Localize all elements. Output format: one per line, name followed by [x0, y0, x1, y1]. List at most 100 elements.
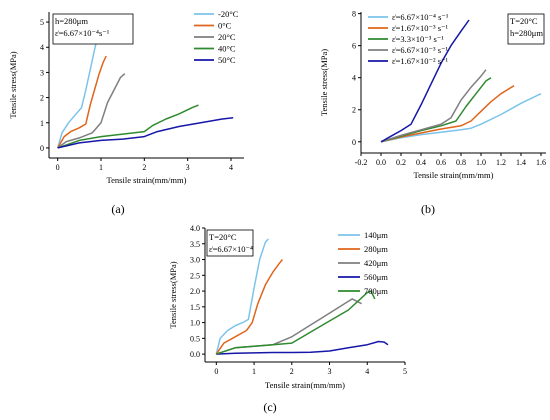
y-tick-label: 1.5: [190, 303, 200, 312]
condition-text: T=20°C: [510, 16, 538, 26]
legend-label: 560μm: [364, 272, 388, 282]
x-tick-label: 4: [229, 163, 233, 172]
series-line: [216, 340, 389, 355]
series-line: [57, 116, 234, 149]
legend-label: 140μm: [364, 230, 388, 240]
y-tick-label: 3: [40, 68, 44, 77]
series-group: [380, 19, 542, 143]
panel-label: (b): [421, 202, 435, 216]
y-tick-label: 2: [40, 94, 44, 103]
y-tick-label: 2.5: [190, 271, 200, 280]
condition-text: T=20°C: [209, 232, 237, 242]
conditions-box: h=280μm ε̇=6.67×10⁻⁴s⁻¹: [52, 13, 134, 45]
series-line: [57, 104, 199, 149]
y-tick-label: 8: [352, 10, 356, 19]
legend-label: 0°C: [218, 21, 232, 31]
x-tick-label: 3: [328, 367, 332, 376]
series-group: [215, 238, 389, 355]
legend-label: ε̇=3.3×10⁻³ s⁻¹: [392, 34, 444, 44]
x-tick-label: 0: [214, 367, 218, 376]
x-tick-label: 0.2: [396, 158, 406, 167]
x-tick-label: 1.6: [536, 158, 546, 167]
legend-label: 700μm: [364, 286, 388, 296]
legend-label: ε̇=6.67×10⁻³ s⁻¹: [392, 45, 448, 55]
x-axis-title: Tensile strain(mm/mm): [265, 380, 345, 390]
legend-label: ε̇=1.67×10⁻² s⁻¹: [392, 56, 448, 66]
condition-text: h=280μm: [510, 28, 543, 38]
x-tick-label: 2: [142, 163, 146, 172]
x-tick-label: 0: [56, 163, 60, 172]
legend-label: ε̇=6.67×10⁻⁴ s⁻¹: [392, 12, 449, 22]
x-tick-label: 4: [365, 367, 369, 376]
legend: -20°C 0°C20°C 40°C50°C: [194, 9, 239, 65]
conditions-frame: [507, 13, 545, 45]
series-line: [380, 77, 492, 143]
x-tick-label: 0.0: [376, 158, 386, 167]
series-line: [215, 238, 269, 355]
series-line: [215, 259, 283, 355]
y-tick-label: 5: [40, 18, 44, 27]
x-tick-label: 1.2: [496, 158, 506, 167]
y-tick-label: 4: [40, 43, 44, 52]
x-tick-label: -0.2: [355, 158, 368, 167]
x-axis-title: Tensile strain(mm/mm): [414, 170, 494, 180]
x-tick-label: 5: [403, 367, 407, 376]
legend-label: 40°C: [218, 44, 236, 54]
series-line: [216, 290, 376, 355]
condition-text: ε̇=6.67×10⁻⁴s⁻¹: [55, 28, 110, 38]
axes: 0 1 2 3 4 5 0.0 0.5 1.0 1.5 2.0 2.5 3.0 3.5 4.0 Tensile…: [168, 224, 407, 390]
panel-a-temperature-chart: 0 1 2 3 4 0 1 2 3 4 5 Tensile strain(mm/mm) Tensile …: [8, 9, 244, 216]
panel-b-strain-rate-chart: -0.2 0.0 0.2 0.4 0.6 0.8 1.0 1.2 1.4 1.6 0 2 4 6 8 Tens…: [319, 10, 546, 216]
y-tick-label: 6: [352, 42, 356, 51]
series-line: [380, 19, 470, 143]
series-line: [380, 93, 542, 143]
axes: 0 1 2 3 4 0 1 2 3 4 5 Tensile strain(mm/mm) Tensile …: [8, 12, 244, 185]
condition-text: h=280μm: [55, 16, 88, 26]
y-tick-label: 0: [40, 144, 44, 153]
y-tick-label: 0.0: [190, 350, 200, 359]
x-tick-label: 0.6: [436, 158, 446, 167]
x-tick-label: 0.4: [416, 158, 426, 167]
condition-text: ε̇=6.67×10⁻⁴: [209, 244, 253, 254]
conditions-frame: [206, 229, 254, 257]
y-axis-title: Tensile stress(MPa): [319, 49, 329, 116]
legend: ε̇=6.67×10⁻⁴ s⁻¹ε̇=1.67×10⁻³ s⁻¹ε̇=3.3×1…: [368, 12, 449, 66]
y-tick-label: 4: [352, 74, 356, 83]
y-tick-label: 3.0: [190, 256, 200, 265]
series-line: [380, 85, 515, 143]
legend-label: -20°C: [218, 9, 239, 19]
panel-c-thickness-chart: 0 1 2 3 4 5 0.0 0.5 1.0 1.5 2.0 2.5 3.0 3.5 4.0 Tensile…: [168, 224, 407, 414]
x-tick-label: 1.0: [476, 158, 486, 167]
conditions-box: T=20°C ε̇=6.67×10⁻⁴: [206, 229, 254, 257]
x-tick-label: 0.8: [456, 158, 466, 167]
series-line: [57, 73, 126, 149]
legend-label: 20°C: [218, 32, 236, 42]
x-tick-label: 1.4: [516, 158, 526, 167]
legend-label: 420μm: [364, 258, 388, 268]
y-axis-title: Tensile stress(MPa): [168, 261, 178, 328]
legend-label: 280μm: [364, 244, 388, 254]
y-tick-label: 1.0: [190, 319, 200, 328]
panel-label: (c): [263, 400, 276, 414]
x-axis-title: Tensile strain(mm/mm): [107, 175, 187, 185]
y-tick-label: 0: [352, 138, 356, 147]
y-tick-label: 0.5: [190, 334, 200, 343]
x-tick-label: 3: [186, 163, 190, 172]
x-tick-label: 1: [99, 163, 103, 172]
y-axis-title: Tensile stress(MPa): [8, 51, 18, 118]
panel-label: (a): [111, 202, 124, 216]
x-tick-label: 2: [290, 367, 294, 376]
axes: -0.2 0.0 0.2 0.4 0.6 0.8 1.0 1.2 1.4 1.6 0 2 4 6 8 Tens…: [319, 10, 546, 180]
series-line: [216, 298, 362, 355]
legend: 140μm 280μm 420μm 560μm 700μm: [338, 230, 388, 296]
y-tick-label: 1: [40, 119, 44, 128]
y-tick-label: 2: [352, 106, 356, 115]
x-tick-label: 1: [252, 367, 256, 376]
conditions-box: T=20°C h=280μm: [507, 13, 545, 45]
y-tick-label: 4.0: [190, 224, 200, 233]
y-tick-label: 2.0: [190, 287, 200, 296]
series-line: [57, 55, 107, 149]
y-tick-label: 3.5: [190, 240, 200, 249]
conditions-frame: [52, 13, 134, 45]
